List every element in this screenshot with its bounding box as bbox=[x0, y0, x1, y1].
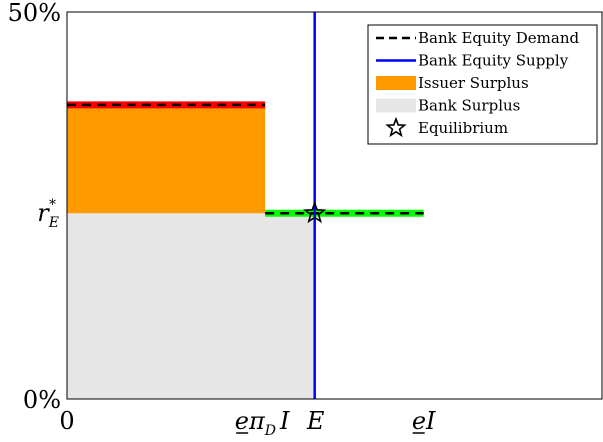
legend: Bank Equity Demand Bank Equity Supply Issu… bbox=[367, 24, 598, 145]
x-tick-label-e-i: eI bbox=[412, 407, 436, 435]
y-tick-label-r-e-star: rE* bbox=[37, 197, 59, 231]
plot-frame bbox=[66, 11, 603, 400]
legend-marker-5 bbox=[385, 116, 407, 138]
legend-label-2: Bank Equity Supply bbox=[418, 52, 569, 70]
legend-label-3: Issuer Surplus bbox=[418, 74, 529, 92]
legend-marker-4 bbox=[376, 98, 416, 113]
issuer-surplus-area bbox=[67, 104, 266, 214]
legend-label-5: Equilibrium bbox=[418, 119, 508, 137]
x-tick-label-e: E bbox=[306, 407, 325, 435]
legend-marker-3 bbox=[376, 76, 416, 90]
y-tick-label-bottom: 0% bbox=[23, 386, 61, 414]
legend-label-4: Bank Surplus bbox=[418, 97, 520, 115]
equilibrium-star bbox=[302, 200, 327, 224]
y-tick-label-top: 50% bbox=[8, 0, 61, 27]
x-tick-label-e-pi-d-i: eπD I bbox=[235, 407, 290, 439]
x-tick-label-zero: 0 bbox=[59, 407, 74, 435]
legend-label-1: Bank Equity Demand bbox=[418, 29, 579, 47]
bank-surplus-area bbox=[67, 213, 315, 399]
